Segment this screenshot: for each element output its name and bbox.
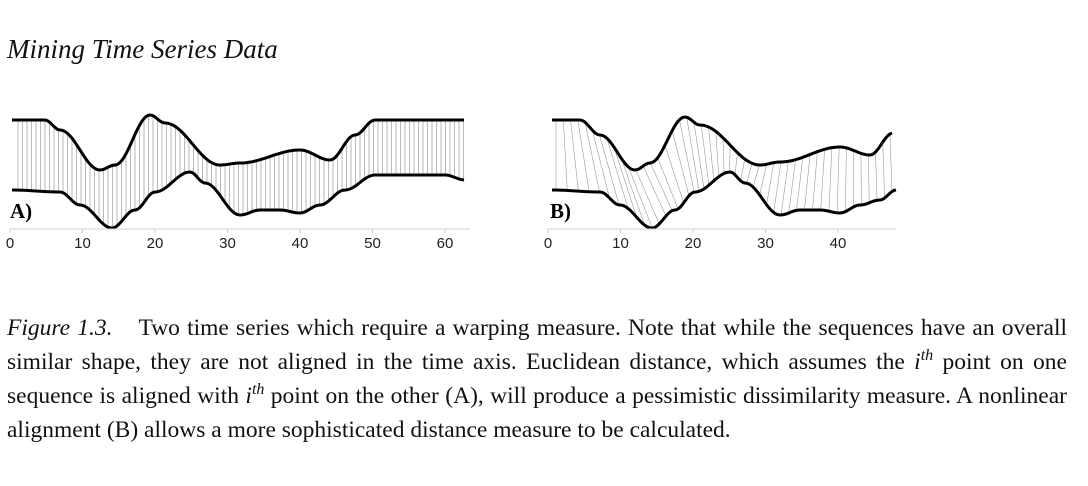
alignment-line <box>867 154 870 203</box>
caption-var-2: i <box>245 383 252 409</box>
upper-series-a <box>12 113 464 172</box>
caption-text-1: Two time series which require a warping … <box>7 315 1067 375</box>
alignment-lines-a <box>17 115 464 228</box>
alignment-line <box>875 152 878 201</box>
tick-label: 50 <box>364 235 381 252</box>
panel-label-a: A) <box>10 199 32 223</box>
alignment-line <box>766 162 775 205</box>
tick-label: 0 <box>544 235 552 252</box>
alignment-line <box>752 164 760 188</box>
alignment-line <box>780 161 789 216</box>
alignment-line <box>715 131 720 177</box>
alignment-line <box>729 145 731 173</box>
alignment-line <box>722 137 725 174</box>
alignment-line <box>804 154 811 211</box>
caption-sup-1: th <box>920 347 934 364</box>
alignment-lines-b <box>555 117 893 229</box>
alignment-line <box>577 119 590 192</box>
alignment-line <box>820 149 825 211</box>
alignment-line <box>592 130 610 199</box>
tick-label: 20 <box>147 235 164 252</box>
alignment-line <box>562 119 568 191</box>
caption-label: Figure 1.3. <box>7 315 113 341</box>
x-axis-b: 0 10 20 30 40 <box>544 228 896 252</box>
alignment-line <box>621 158 645 226</box>
tick-label: 40 <box>830 235 847 252</box>
tick-label: 30 <box>757 235 774 252</box>
alignment-line <box>693 122 705 189</box>
label-backdrop-a <box>8 198 38 224</box>
figure-caption: Figure 1.3. Two time series which require… <box>7 311 1067 447</box>
alignment-line <box>664 145 684 203</box>
upper-series-b <box>552 115 893 172</box>
alignment-line <box>606 138 629 209</box>
label-backdrop-b <box>548 198 578 224</box>
alignment-line <box>734 152 738 175</box>
alignment-line <box>679 119 695 193</box>
alignment-line <box>671 130 690 196</box>
tick-label: 60 <box>437 235 454 252</box>
caption-text-3: point on the other (A), will produce a p… <box>7 383 1067 443</box>
alignment-line <box>708 126 715 181</box>
alignment-line <box>882 142 885 199</box>
alignment-line <box>570 119 579 192</box>
tick-label: 20 <box>685 235 702 252</box>
alignment-line <box>844 147 847 212</box>
alignment-line <box>686 117 700 192</box>
figure-time-series-warping: A) 0 10 20 30 40 50 60 B) 0 10 20 30 40 <box>6 113 897 252</box>
alignment-line <box>650 162 673 211</box>
x-axis-a: 0 10 20 30 40 50 60 <box>6 228 470 252</box>
alignment-line <box>613 147 637 218</box>
alignment-line <box>746 163 753 184</box>
alignment-line <box>657 157 679 210</box>
panel-label-b: B) <box>550 199 571 223</box>
alignment-line <box>628 167 653 229</box>
alignment-line <box>642 165 667 217</box>
tick-label: 40 <box>292 235 309 252</box>
alignment-line <box>599 134 620 206</box>
caption-text-2: point on one sequence is aligned with <box>7 349 1067 409</box>
panel-a-euclidean: A) 0 10 20 30 40 50 60 <box>6 113 470 252</box>
alignment-line <box>828 147 833 212</box>
running-head: Mining Time Series Data <box>7 34 278 64</box>
tick-label: 30 <box>219 235 236 252</box>
alignment-line <box>635 169 660 225</box>
alignment-line <box>759 164 767 196</box>
lower-series-b <box>552 170 897 230</box>
alignment-line <box>889 133 893 192</box>
alignment-line <box>796 157 804 211</box>
lower-series-a <box>12 170 465 230</box>
alignment-line <box>812 151 818 211</box>
alignment-line <box>584 122 600 193</box>
tick-label: 0 <box>6 235 14 252</box>
alignment-line <box>788 159 796 214</box>
alignment-line <box>700 125 710 186</box>
alignment-line <box>773 161 782 213</box>
alignment-line <box>836 146 840 213</box>
panel-b-dtw: B) 0 10 20 30 40 <box>544 115 897 252</box>
alignment-line <box>740 158 746 181</box>
tick-label: 10 <box>612 235 629 252</box>
caption-sup-2: th <box>251 381 265 398</box>
tick-label: 10 <box>74 235 91 252</box>
caption-var-1: i <box>914 349 921 375</box>
